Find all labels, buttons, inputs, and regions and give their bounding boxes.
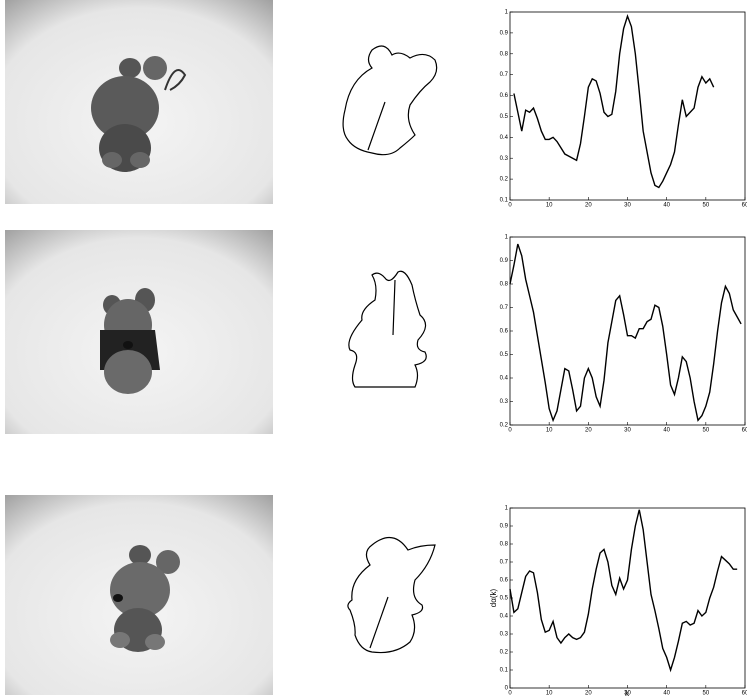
x-tick-label: 0 bbox=[508, 691, 512, 697]
x-tick-label: 30 bbox=[624, 691, 631, 697]
x-tick-label: 50 bbox=[702, 691, 709, 697]
x-tick-label: 40 bbox=[663, 691, 670, 697]
photo-2 bbox=[5, 230, 273, 434]
y-tick-label: 0.9 bbox=[500, 524, 509, 530]
y-tick-label: 0.8 bbox=[500, 51, 509, 57]
y-tick-label: 0.4 bbox=[500, 614, 509, 620]
y-tick-label: 0.9 bbox=[500, 30, 509, 36]
x-tick-label: 0 bbox=[508, 428, 512, 434]
x-tick-label: 20 bbox=[585, 691, 592, 697]
y-tick-label: 0.5 bbox=[500, 596, 509, 602]
line bbox=[510, 510, 737, 670]
x-tick-label: 60 bbox=[742, 428, 747, 434]
x-tick-label: 20 bbox=[585, 428, 592, 434]
y-tick-label: 0.5 bbox=[500, 114, 509, 120]
contour-2 bbox=[349, 271, 426, 387]
x-tick-label: 50 bbox=[702, 428, 709, 434]
y-tick-label: 0.6 bbox=[500, 93, 509, 99]
y-tick-label: 0.7 bbox=[500, 72, 509, 78]
y-tick-label: 1 bbox=[505, 235, 509, 241]
x-tick-label: 0 bbox=[508, 203, 512, 209]
y-tick-label: 0.2 bbox=[500, 423, 509, 429]
x-tick-label: 10 bbox=[546, 428, 553, 434]
photo-3 bbox=[5, 495, 273, 695]
y-tick-label: 0.3 bbox=[500, 632, 509, 638]
y-tick-label: 0.3 bbox=[500, 399, 509, 405]
x-tick-label: 60 bbox=[742, 203, 747, 209]
line bbox=[514, 16, 714, 187]
contour-3 bbox=[348, 538, 435, 653]
y-tick-label: 0.6 bbox=[500, 578, 509, 584]
x-tick-label: 40 bbox=[663, 203, 670, 209]
x-tick-label: 40 bbox=[663, 428, 670, 434]
y-tick-label: 1 bbox=[505, 10, 509, 16]
line bbox=[510, 244, 741, 420]
x-tick-label: 10 bbox=[546, 203, 553, 209]
x-tick-label: 50 bbox=[702, 203, 709, 209]
y-tick-label: 0.8 bbox=[500, 282, 509, 288]
x-tick-label: 10 bbox=[546, 691, 553, 697]
figure: k dα(k) 0.10.20.30.40.50.60.70.80.910102… bbox=[0, 0, 747, 698]
y-tick-label: 0.1 bbox=[500, 668, 509, 674]
plot-frame bbox=[510, 12, 745, 200]
y-tick-label: 0.7 bbox=[500, 305, 509, 311]
y-tick-label: 1 bbox=[505, 506, 509, 512]
y-tick-label: 0.5 bbox=[500, 352, 509, 358]
y-tick-label: 0.2 bbox=[500, 177, 509, 183]
x-tick-label: 30 bbox=[624, 428, 631, 434]
y-tick-label: 0.4 bbox=[500, 135, 509, 141]
x-tick-label: 30 bbox=[624, 203, 631, 209]
y-tick-label: 0.2 bbox=[500, 650, 509, 656]
y-tick-label: 0.7 bbox=[500, 560, 509, 566]
y-tick-label: 0.9 bbox=[500, 258, 509, 264]
x-tick-label: 60 bbox=[742, 691, 747, 697]
plot-frame bbox=[510, 237, 745, 425]
y-tick-label: 0.8 bbox=[500, 542, 509, 548]
y-tick-label: 0.3 bbox=[500, 156, 509, 162]
y-tick-label: 0.4 bbox=[500, 376, 509, 382]
y-tick-label: 0.6 bbox=[500, 329, 509, 335]
photo-1 bbox=[5, 0, 273, 204]
contour-1 bbox=[343, 46, 437, 155]
y-axis-label: dα(k) bbox=[489, 588, 498, 607]
contours bbox=[343, 46, 437, 653]
x-tick-label: 20 bbox=[585, 203, 592, 209]
y-tick-label: 0.1 bbox=[500, 198, 509, 204]
